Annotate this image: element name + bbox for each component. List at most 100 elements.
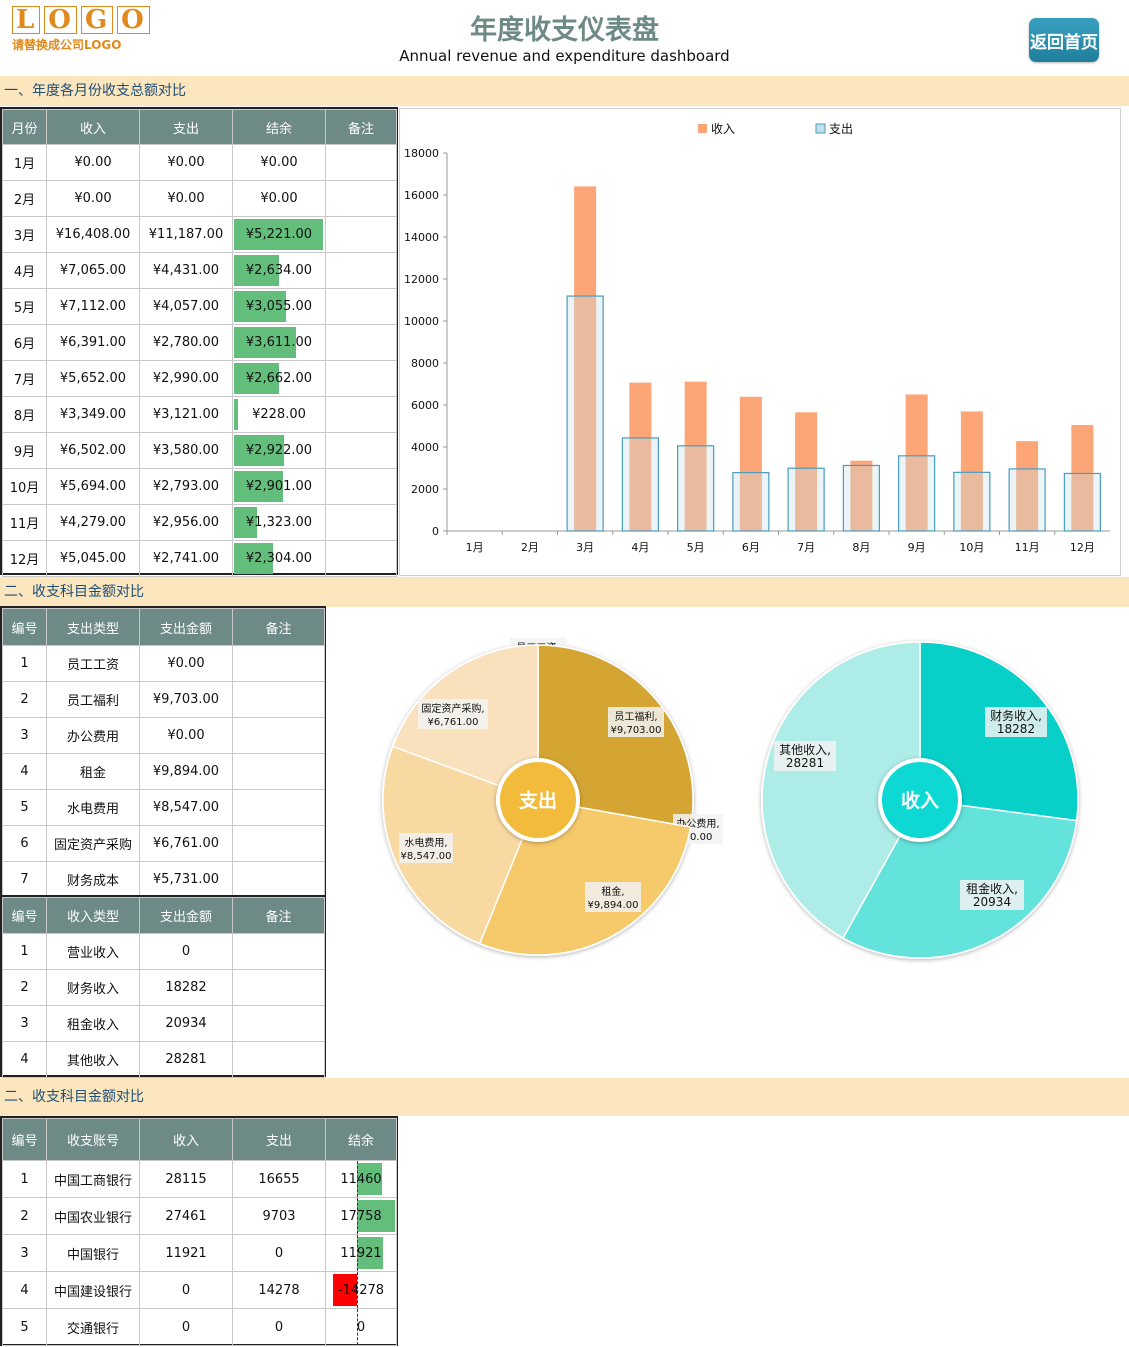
col-header: 支出金额	[139, 897, 233, 934]
balance-value: ¥1,323.00	[245, 515, 313, 530]
account-cell: 中国建设银行	[46, 1271, 140, 1309]
table-row: 2月 ¥0.00 ¥0.00 ¥0.00	[2, 180, 397, 217]
data-label-value: ¥9,894.00	[588, 900, 639, 911]
data-label-name: 水电费用,	[404, 836, 447, 849]
logo-subtitle: 请替换成公司LOGO	[12, 38, 122, 52]
table-row: 5月 ¥7,112.00 ¥4,057.00 ¥3,055.00	[2, 288, 397, 325]
balance-value: 0	[356, 1319, 366, 1335]
balance-databar	[357, 1200, 395, 1232]
databar-axis	[357, 1198, 358, 1234]
note-cell	[232, 789, 325, 826]
type-cell: 办公费用	[46, 717, 140, 754]
income-bar	[905, 394, 928, 531]
expense-cell: ¥3,121.00	[139, 396, 233, 433]
expense-table: 编号 支出类型 支出金额 备注 1 员工工资 ¥0.00 2 员工福利 ¥9,703.00…	[2, 608, 325, 898]
income-cell: ¥4,279.00	[46, 504, 140, 541]
amount-cell: ¥0.00	[139, 645, 233, 682]
col-header: 收入类型	[46, 897, 140, 934]
data-label-sep: ,	[481, 704, 484, 715]
note-cell	[232, 861, 325, 898]
pie-slice	[761, 641, 921, 939]
x-tick-label: 1月	[466, 541, 484, 554]
pie-center-label: 支出	[518, 789, 557, 812]
income-bar	[960, 411, 983, 531]
section-title-accounts: 二、收支科目金额对比	[0, 1078, 1129, 1116]
legend-swatch-expense	[815, 123, 826, 134]
balance-value: ¥2,304.00	[245, 551, 313, 566]
balance-databar	[234, 399, 238, 430]
income-cell: ¥5,652.00	[46, 360, 140, 397]
balance-cell: -14278	[325, 1271, 397, 1309]
expense-cell: ¥11,187.00	[139, 216, 233, 253]
data-label-name: 固定资产采购,	[421, 702, 484, 715]
expense-cell: ¥3,580.00	[139, 432, 233, 469]
month-cell: 5月	[2, 288, 47, 325]
income-cell: ¥3,349.00	[46, 396, 140, 433]
row-number: 3	[2, 717, 47, 754]
note-cell	[325, 396, 397, 433]
expense-table-frame: 编号 支出类型 支出金额 备注 1 员工工资 ¥0.00 2 员工福利 ¥9,703.00…	[0, 606, 326, 898]
data-label-name: 租金收入,	[966, 881, 1018, 896]
expense-bar	[566, 295, 604, 532]
income-cell: ¥6,502.00	[46, 432, 140, 469]
logo-letter: L	[12, 6, 41, 34]
y-tick-label: 6000	[411, 399, 439, 412]
page-subtitle: Annual revenue and expenditure dashboard	[399, 47, 730, 65]
data-label-bg	[399, 833, 453, 863]
x-tick-label: 6月	[742, 541, 760, 554]
data-label-name: 员工福利,	[614, 710, 657, 723]
account-table: 编号 收支账号 收入 支出 结余 1 中国工商银行 28115 16655 11460 2…	[2, 1118, 397, 1346]
type-cell: 固定资产采购	[46, 825, 140, 862]
balance-value: ¥2,662.00	[245, 371, 313, 386]
balance-databar	[234, 471, 284, 502]
data-label-bg	[585, 882, 641, 912]
amount-cell: ¥9,703.00	[139, 681, 233, 718]
col-header: 结余	[232, 109, 326, 145]
col-header: 支出	[139, 109, 233, 145]
balance-value: ¥228.00	[252, 407, 306, 422]
income-bar	[795, 412, 818, 531]
income-bar	[684, 381, 707, 531]
type-cell: 营业收入	[46, 933, 140, 970]
table-row: 7 财务成本 ¥5,731.00	[2, 861, 325, 898]
month-cell: 6月	[2, 324, 47, 361]
balance-value: ¥3,611.00	[245, 335, 313, 350]
data-label-sep: ,	[827, 743, 831, 757]
table-row: 12月 ¥5,045.00 ¥2,741.00 ¥2,304.00	[2, 540, 397, 577]
pie-center-badge	[496, 758, 580, 842]
expense-cell: ¥2,956.00	[139, 504, 233, 541]
note-cell	[232, 681, 325, 718]
expense-bar	[1063, 472, 1101, 532]
data-label-sep: ,	[716, 819, 719, 830]
month-cell: 8月	[2, 396, 47, 433]
table-row: 9月 ¥6,502.00 ¥3,580.00 ¥2,922.00	[2, 432, 397, 469]
month-cell: 11月	[2, 504, 47, 541]
note-cell	[232, 933, 325, 970]
note-cell	[325, 144, 397, 181]
col-header: 支出金额	[139, 608, 233, 646]
balance-value: ¥0.00	[260, 191, 298, 206]
income-cell: ¥5,045.00	[46, 540, 140, 577]
col-header: 收支账号	[46, 1118, 140, 1161]
row-number: 1	[2, 933, 47, 970]
col-header: 月份	[2, 109, 47, 145]
col-header: 结余	[325, 1118, 397, 1161]
type-cell: 财务收入	[46, 969, 140, 1006]
x-tick-label: 2月	[521, 541, 539, 554]
income-cell: ¥7,112.00	[46, 288, 140, 325]
home-button[interactable]: 返回首页	[1029, 18, 1099, 62]
balance-value: ¥3,055.00	[245, 299, 313, 314]
expense-bar	[677, 445, 715, 532]
table-row: 7月 ¥5,652.00 ¥2,990.00 ¥2,662.00	[2, 360, 397, 397]
note-cell	[232, 753, 325, 790]
income-bar	[1016, 441, 1039, 531]
expense-cell: ¥2,780.00	[139, 324, 233, 361]
table-row: 1 中国工商银行 28115 16655 11460	[2, 1160, 397, 1198]
balance-value: ¥2,901.00	[245, 479, 313, 494]
balance-value: -14278	[337, 1282, 385, 1298]
month-cell: 2月	[2, 180, 47, 217]
databar-axis	[357, 1272, 358, 1308]
data-label-bg	[608, 707, 664, 737]
balance-databar	[234, 507, 257, 538]
pie-center-label: 收入	[901, 789, 939, 812]
